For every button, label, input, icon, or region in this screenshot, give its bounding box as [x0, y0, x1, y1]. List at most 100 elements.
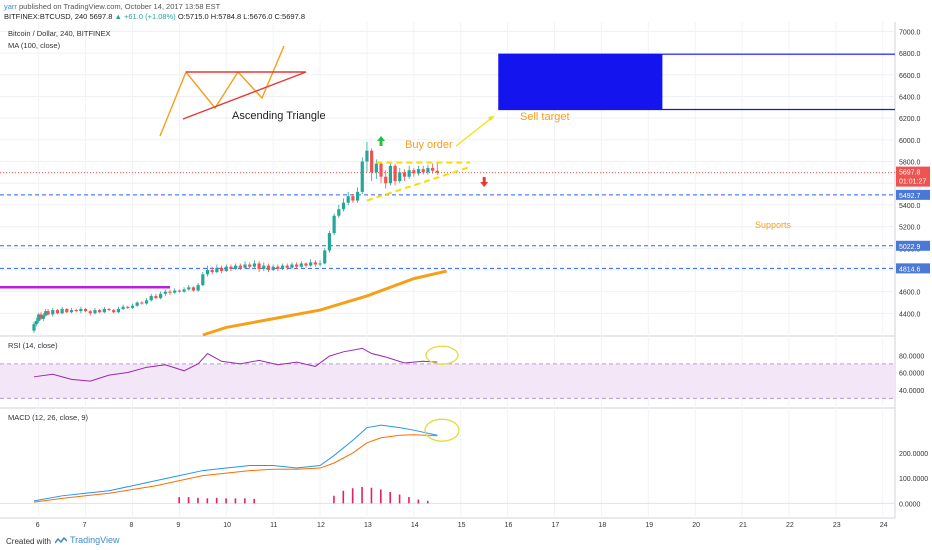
macd-histogram-bar — [178, 497, 180, 504]
publish-header: yarr published on TradingView.com, Octob… — [0, 0, 932, 22]
candle-body — [243, 264, 247, 268]
candle-body — [34, 320, 38, 325]
macd-label: MACD (12, 26, close, 9) — [8, 413, 89, 422]
candle-body — [112, 310, 116, 313]
candle-body — [304, 263, 308, 266]
buy-arrow-icon — [377, 136, 386, 146]
time-tick-label: 18 — [598, 522, 606, 529]
candle-body — [69, 310, 74, 313]
macd-histogram-bar — [417, 499, 420, 504]
candle-body — [295, 264, 299, 267]
candle-body — [60, 308, 64, 314]
chart-svg[interactable]: 4400.04600.04800.05000.05200.05400.05600… — [0, 22, 932, 534]
candle-body — [290, 264, 294, 268]
price-tick-label: 5800.0 — [899, 160, 921, 167]
candle-body — [37, 314, 41, 321]
macd-histogram-bar — [398, 494, 401, 504]
candle-body — [41, 315, 45, 319]
candle-body — [257, 263, 261, 269]
macd-histogram-bar — [333, 495, 335, 504]
pattern-label: Ascending Triangle — [232, 110, 326, 122]
macd-tick-label: 100.0000 — [899, 476, 928, 483]
macd-histogram-bar — [206, 498, 209, 504]
sell-target-label: Sell target — [520, 111, 570, 123]
candle-body — [83, 308, 88, 312]
price-change: ▲ +61.0 (+1.08%) — [114, 12, 176, 21]
candle-body — [271, 266, 275, 270]
candle-body — [196, 285, 200, 291]
candle-body — [168, 291, 172, 293]
author-link[interactable]: yarr — [4, 2, 17, 11]
candle-body — [126, 306, 130, 308]
candle-body — [309, 262, 313, 266]
price-tick-label: 4400.0 — [899, 311, 921, 318]
candle-body — [201, 274, 205, 286]
candle-body — [229, 266, 233, 269]
candle-body — [318, 263, 322, 265]
candle-body — [276, 266, 280, 269]
candle-body — [177, 290, 181, 292]
buy-order-label: Buy order — [405, 139, 453, 151]
candle-body — [388, 165, 392, 184]
publish-line: yarr published on TradingView.com, Octob… — [4, 2, 220, 11]
candle-body — [398, 172, 402, 182]
macd-histogram-bar — [380, 489, 382, 504]
candle-body — [280, 265, 285, 269]
tradingview-brand[interactable]: TradingView — [70, 535, 120, 545]
pattern-zigzag — [159, 45, 285, 137]
price-tick-label: 6800.0 — [899, 51, 921, 58]
candle-body — [121, 306, 125, 309]
rsi-tick-label: 40.0000 — [899, 388, 924, 395]
time-tick-label: 13 — [364, 522, 372, 529]
rsi-label: RSI (14, close) — [8, 341, 58, 350]
sell-target-arrowhead — [488, 116, 494, 121]
candle-body — [421, 169, 425, 173]
candle-body — [262, 265, 266, 269]
candle-body — [98, 310, 102, 313]
candle-body — [379, 163, 383, 177]
chart-area[interactable]: 4400.04600.04800.05000.05200.05400.05600… — [0, 22, 932, 534]
symbol-label: BITFINEX:BTCUSD, 240 — [4, 12, 88, 21]
candle-body — [412, 170, 416, 174]
candle-body — [163, 291, 167, 294]
candle-body — [224, 266, 228, 272]
time-tick-label: 17 — [552, 522, 560, 529]
candle-body — [88, 311, 92, 314]
candle-body — [416, 169, 421, 174]
countdown-label: 01:01:27 — [899, 179, 926, 186]
sell-target-zone — [498, 54, 663, 110]
candle-body — [210, 269, 214, 273]
support-level-label: 4814.6 — [899, 266, 921, 273]
support-level-label: 5492.7 — [899, 193, 921, 200]
tradingview-logo-icon — [55, 537, 67, 544]
candle-body — [39, 314, 43, 319]
candle-body — [351, 196, 355, 201]
ohlc-values: O:5715.0 H:5784.8 L:5676.0 C:5697.8 — [177, 12, 305, 21]
candle-body — [191, 287, 196, 291]
supports-label: Supports — [755, 220, 792, 230]
time-tick-label: 20 — [692, 522, 700, 529]
candle-body — [154, 295, 158, 299]
candle-body — [182, 289, 186, 292]
candle-body — [130, 305, 135, 308]
support-level-tag — [896, 240, 930, 251]
macd-line — [33, 424, 438, 502]
created-with-label: Created with — [6, 537, 51, 546]
candle-body — [107, 308, 111, 311]
time-tick-label: 6 — [36, 522, 40, 529]
price-tick-label: 6400.0 — [899, 94, 921, 101]
candle-body — [252, 263, 257, 267]
macd-histogram-bar — [408, 497, 410, 504]
time-tick-label: 24 — [880, 522, 888, 529]
sell-arrow-icon — [480, 177, 489, 187]
time-tick-label: 19 — [645, 522, 653, 529]
candle-body — [337, 209, 341, 216]
rsi-band — [0, 363, 895, 399]
macd-tick-label: 200.0000 — [899, 451, 928, 458]
candle-body — [102, 308, 106, 313]
price-tick-label: 6600.0 — [899, 73, 921, 80]
candle-body — [426, 168, 430, 173]
candle-body — [65, 308, 69, 313]
support-level-tag — [896, 189, 930, 200]
candle-body — [51, 310, 55, 315]
